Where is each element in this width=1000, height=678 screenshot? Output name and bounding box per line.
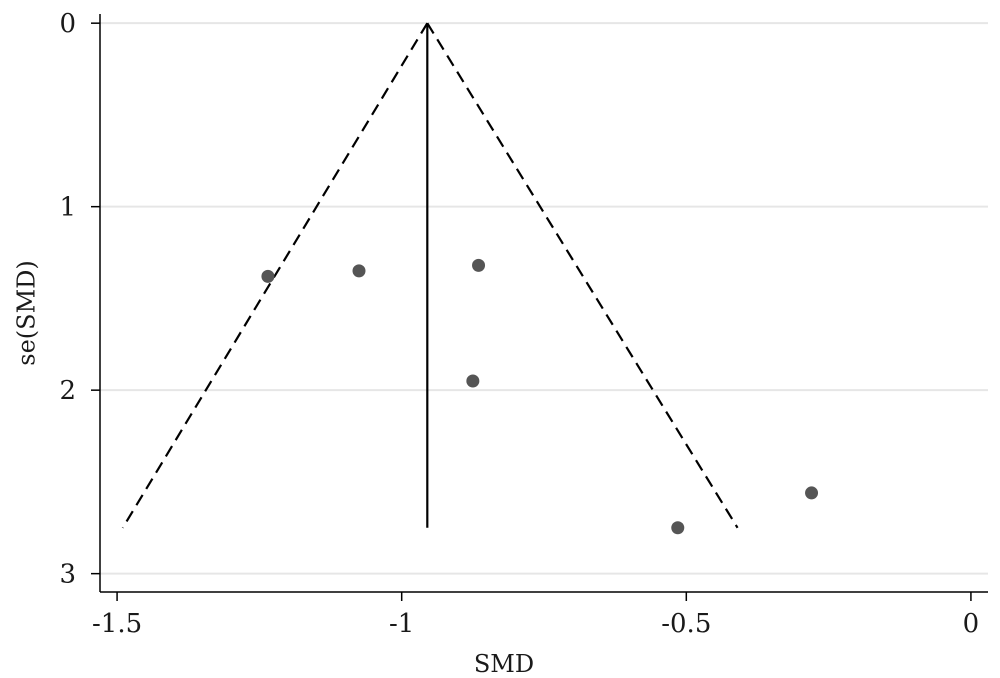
x-axis-title: SMD bbox=[474, 650, 534, 678]
axis-ticks: 0 1 2 3 -1.5 -1 -0.5 0 bbox=[59, 9, 979, 639]
y-tick-label: 1 bbox=[59, 193, 76, 223]
x-tick-label: 0 bbox=[963, 609, 980, 639]
x-tick-label: -1.5 bbox=[92, 609, 142, 639]
x-tick-label: -0.5 bbox=[661, 609, 711, 639]
funnel-lines bbox=[121, 22, 739, 529]
y-axis-title: se(SMD) bbox=[13, 260, 41, 366]
y-tick-label: 3 bbox=[59, 560, 76, 590]
funnel-left-limit bbox=[121, 22, 429, 529]
y-tick-label: 2 bbox=[59, 376, 76, 406]
study-point bbox=[466, 374, 480, 388]
y-tick-label: 0 bbox=[59, 9, 76, 39]
funnel-right-limit bbox=[426, 22, 739, 529]
study-point bbox=[671, 521, 685, 535]
study-point bbox=[352, 264, 366, 278]
x-tick-label: -1 bbox=[389, 609, 414, 639]
gridlines bbox=[100, 22, 988, 575]
study-point bbox=[805, 486, 819, 500]
data-points bbox=[261, 258, 819, 535]
study-point bbox=[472, 258, 486, 272]
study-point bbox=[261, 269, 275, 283]
